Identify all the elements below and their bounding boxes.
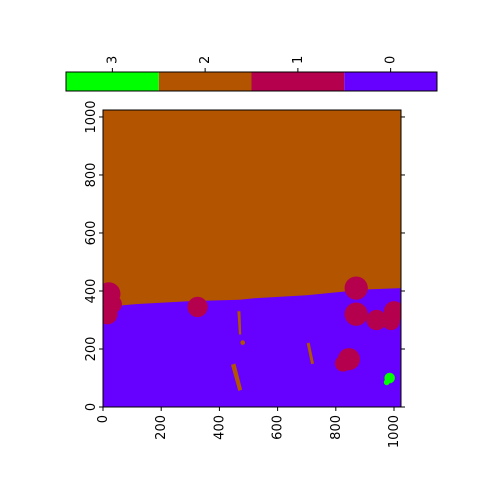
y-tick-label-200: 200: [84, 337, 99, 362]
x-tick-label-0: 0: [96, 415, 111, 423]
x-axis-ticks: 0 200 400 600 800 1000: [96, 407, 402, 448]
region-polygon-14: [237, 311, 242, 335]
x-tick-label-800: 800: [329, 415, 344, 440]
x-tick-label-400: 400: [212, 415, 227, 440]
region-blob-5: [187, 296, 208, 318]
region-blob-18: [383, 379, 390, 386]
colorbar-tick-label-0: 0: [384, 56, 399, 64]
plot-area: 0 200 400 600 800 1000 0 200 400 600 800 1000: [84, 100, 405, 448]
region-blob-7: [344, 302, 368, 326]
colorbar-swatch-0: [344, 72, 437, 91]
region-polygon-15: [306, 342, 314, 365]
colorbar: 0 1 2 3: [65, 56, 438, 92]
y-tick-label-800: 800: [84, 163, 99, 188]
region-blob-8: [366, 309, 387, 331]
region-blob-16: [240, 340, 246, 345]
colorbar-swatch-1: [251, 72, 345, 91]
colorbar-swatch-2: [158, 72, 252, 91]
segmentation-map: [103, 110, 401, 407]
x-tick-label-1000: 1000: [387, 415, 402, 448]
y-tick-label-400: 400: [84, 279, 99, 304]
region-polygon-1: [103, 288, 401, 407]
region-blob-4: [103, 304, 118, 325]
colorbar-swatch-3: [66, 72, 159, 91]
region-polygon-13: [231, 363, 243, 391]
colorbar-frame: [65, 71, 438, 92]
colorbar-tick-label-1: 1: [291, 56, 306, 64]
colorbar-tick-label-3: 3: [105, 56, 120, 64]
colorbar-tick-label-2: 2: [198, 56, 213, 64]
region-blob-10: [382, 312, 400, 331]
x-tick-label-200: 200: [154, 415, 169, 440]
y-tick-label-600: 600: [84, 221, 99, 246]
y-tick-label-0: 0: [84, 403, 99, 411]
colorbar-ticks: 0 1 2 3: [105, 56, 399, 72]
colorbar-swatches: [66, 72, 437, 91]
x-tick-label-600: 600: [271, 415, 286, 440]
y-axis-ticks: 0 200 400 600 800 1000: [84, 100, 405, 411]
plot-frame: [102, 109, 402, 408]
y-tick-label-1000: 1000: [84, 100, 99, 133]
region-blob-6: [344, 276, 368, 300]
region-blob-12: [334, 355, 352, 372]
